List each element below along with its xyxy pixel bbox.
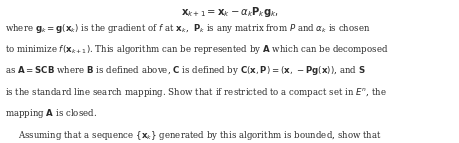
Text: Assuming that a sequence $\{\mathbf{x}_k\}$ generated by this algorithm is bound: Assuming that a sequence $\{\mathbf{x}_k… (18, 129, 381, 142)
Text: to minimize $f(\mathbf{x}_{k+1})$. This algorithm can be represented by $\mathbf: to minimize $f(\mathbf{x}_{k+1})$. This … (5, 43, 387, 56)
Text: is the standard line search mapping. Show that if restricted to a compact set in: is the standard line search mapping. Sho… (5, 86, 386, 99)
Text: where $\mathbf{g}_k = \mathbf{g}(\mathbf{x}_k)$ is the gradient of $f$ at $\math: where $\mathbf{g}_k = \mathbf{g}(\mathbf… (5, 22, 369, 35)
Text: $\mathbf{x}_{k+1} = \mathbf{x}_k - \alpha_k \mathbf{P}_k \mathbf{g}_k,$: $\mathbf{x}_{k+1} = \mathbf{x}_k - \alph… (181, 5, 278, 19)
Text: as $\mathbf{A} = \mathbf{SCB}$ where $\mathbf{B}$ is defined above, $\mathbf{C}$: as $\mathbf{A} = \mathbf{SCB}$ where $\m… (5, 64, 364, 78)
Text: mapping $\mathbf{A}$ is closed.: mapping $\mathbf{A}$ is closed. (5, 107, 96, 120)
